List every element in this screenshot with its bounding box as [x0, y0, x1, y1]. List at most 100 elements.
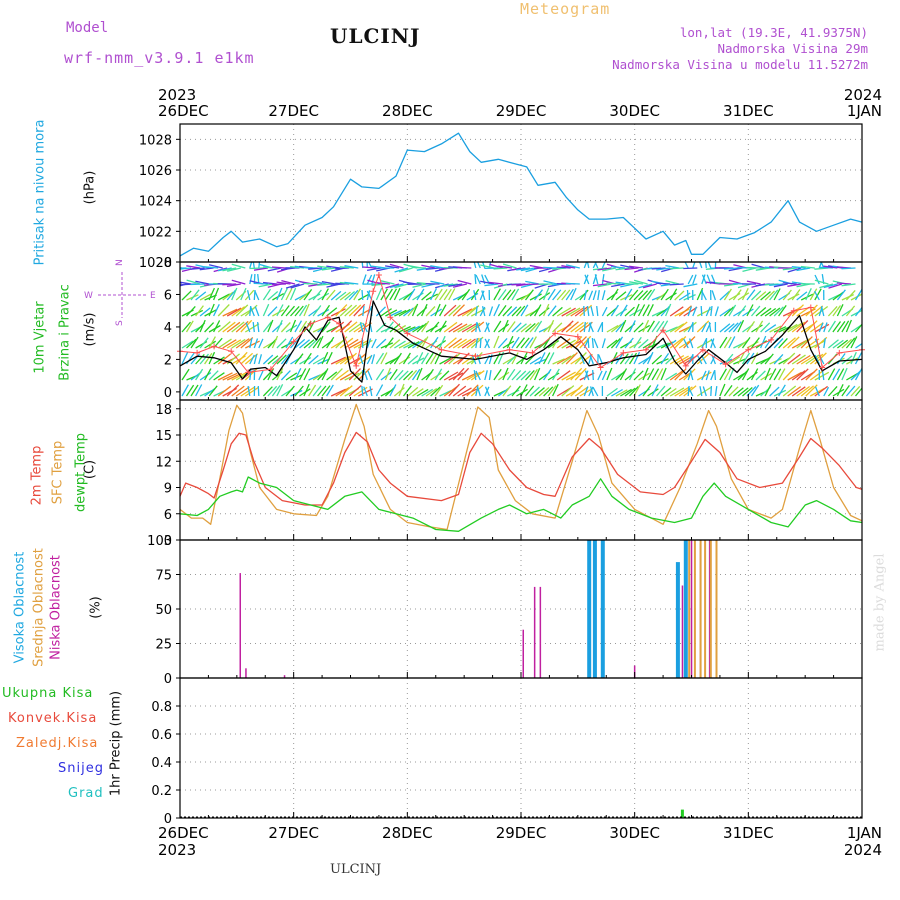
wind-barb — [393, 287, 401, 301]
wind-barb — [321, 385, 331, 397]
wind-barb — [823, 265, 838, 269]
wind-barb — [227, 267, 241, 272]
wind-barb — [398, 341, 411, 349]
wind-barb — [574, 367, 587, 381]
wind-barb — [597, 267, 612, 271]
wind-barb — [583, 262, 588, 269]
wind-barb — [633, 303, 640, 317]
wind-barb — [787, 371, 803, 381]
wind-barb — [592, 283, 607, 287]
wind-barb — [271, 335, 279, 349]
wind-barb — [710, 385, 713, 397]
wind-barb — [195, 353, 205, 365]
wind-barb — [701, 290, 707, 301]
wind-barb — [231, 279, 246, 285]
wind-barb — [647, 304, 654, 317]
wind-barb — [475, 306, 478, 317]
wind-barb — [385, 265, 400, 269]
wind-barb — [185, 320, 194, 333]
wind-barb — [181, 368, 190, 381]
wind-barb — [217, 304, 230, 317]
wind-barb — [574, 352, 587, 365]
model-label: Model — [66, 20, 109, 36]
wind-barb — [574, 305, 589, 317]
wind-barb — [393, 387, 405, 397]
wind-barb — [651, 354, 663, 365]
wind-barb — [529, 336, 537, 349]
wind-barb — [290, 305, 300, 317]
gust-point — [620, 349, 627, 356]
wind-barb — [606, 324, 619, 333]
wind-barb — [466, 384, 479, 397]
wind-barb — [312, 337, 322, 349]
wind-barb — [610, 288, 619, 301]
wind-barb — [321, 267, 336, 271]
wind-barb — [708, 322, 712, 333]
wind-barb — [208, 303, 215, 317]
wind-barb — [624, 337, 634, 349]
wind-barb — [371, 338, 377, 349]
wind-barb — [375, 282, 390, 285]
wind-barb — [371, 283, 386, 286]
wind-barb — [800, 385, 815, 397]
wind-barb — [448, 352, 461, 365]
wind-barb — [326, 384, 334, 397]
wind-barb — [321, 288, 329, 301]
wind-barb — [665, 387, 677, 397]
wind-barb — [240, 352, 254, 365]
bottom-year-end: 2024 — [844, 841, 882, 859]
wind-barb — [820, 306, 825, 317]
wind-barb — [366, 338, 372, 349]
wind-barb — [579, 304, 593, 317]
wind-barb — [520, 267, 535, 272]
wind-barb — [787, 283, 802, 287]
wind-barb — [669, 323, 685, 333]
wind-barb — [651, 310, 665, 317]
wind-barb — [624, 353, 634, 365]
wind-barb — [701, 370, 707, 381]
wind-barb — [737, 370, 748, 381]
wind-barb — [678, 386, 693, 397]
wind-barb — [498, 265, 513, 269]
wind-barb — [821, 370, 825, 381]
wind-barb — [389, 384, 397, 397]
wind-barb — [787, 353, 801, 365]
wind-barb — [651, 320, 661, 333]
wind-barb — [330, 290, 342, 301]
wind-barb — [764, 290, 775, 301]
wind-barb — [262, 386, 273, 397]
wind-barb — [497, 305, 507, 317]
wind-barb — [597, 290, 600, 301]
wind-barb — [416, 388, 429, 397]
wind-barb — [267, 267, 282, 272]
wind-barb — [267, 306, 278, 317]
wind-barb — [389, 309, 402, 317]
wind-barb — [312, 305, 322, 317]
wind-barb — [430, 265, 445, 269]
wind-barb — [741, 288, 749, 301]
wind-barb — [773, 283, 788, 288]
wind-barb — [326, 289, 336, 301]
wind-barb — [421, 303, 428, 317]
wind-barb — [276, 354, 287, 365]
wind-barb — [506, 368, 516, 381]
wind-barb — [430, 288, 438, 301]
wind-barb — [344, 321, 358, 333]
wind-barb — [204, 322, 215, 333]
wind-barb — [656, 320, 665, 333]
wind-barb — [624, 306, 635, 317]
wind-barb — [506, 306, 518, 317]
wind-barb — [647, 351, 654, 365]
wind-barb — [665, 354, 676, 365]
wind-barb — [750, 384, 760, 397]
wind-barb — [312, 385, 322, 397]
gust-point — [768, 336, 775, 343]
wind-barb — [448, 338, 463, 349]
wind-barb — [344, 338, 359, 349]
wind-barb — [660, 353, 670, 365]
wind-barb — [782, 352, 796, 365]
ytick-label: 2 — [164, 353, 172, 368]
wind-barb — [217, 372, 233, 381]
wind-barb — [529, 356, 542, 365]
wind-barb — [586, 262, 590, 269]
